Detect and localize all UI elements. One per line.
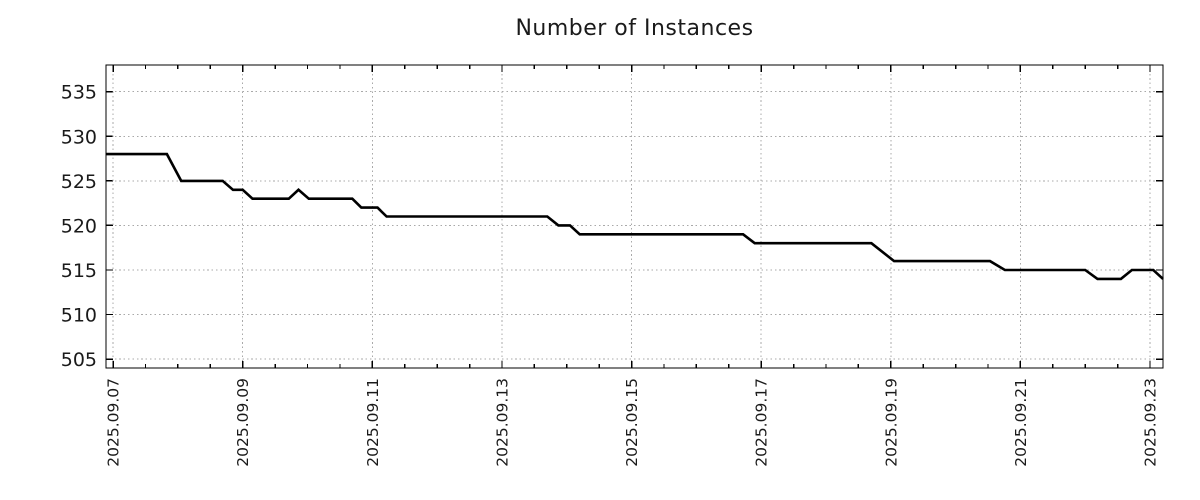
x-axis-tick-label: 2025.09.13 <box>493 378 511 467</box>
x-axis-tick-label: 2025.09.15 <box>623 378 641 467</box>
y-axis-tick-label: 530 <box>61 126 97 148</box>
plot-border <box>105 64 1164 369</box>
x-axis-tick-label: 2025.09.21 <box>1012 378 1030 467</box>
y-axis-tick-label: 505 <box>61 349 97 371</box>
chart-title: Number of Instances <box>515 16 754 41</box>
x-axis-tick-label: 2025.09.11 <box>364 378 382 467</box>
y-axis-tick-label: 535 <box>61 82 97 104</box>
x-axis-tick-label: 2025.09.17 <box>753 378 771 467</box>
data-line-instances <box>106 152 1164 281</box>
x-axis-tick-label: 2025.09.19 <box>882 378 900 467</box>
y-axis-tick-label: 515 <box>61 260 97 282</box>
y-axis-tick-label: 510 <box>61 305 97 327</box>
y-axis-tick-label: 525 <box>61 171 97 193</box>
x-axis-tick-label: 2025.09.07 <box>105 378 123 467</box>
x-axis-tick-label: 2025.09.23 <box>1142 378 1160 467</box>
y-axis-tick-label: 520 <box>61 215 97 237</box>
x-axis-tick-label: 2025.09.09 <box>234 378 252 467</box>
